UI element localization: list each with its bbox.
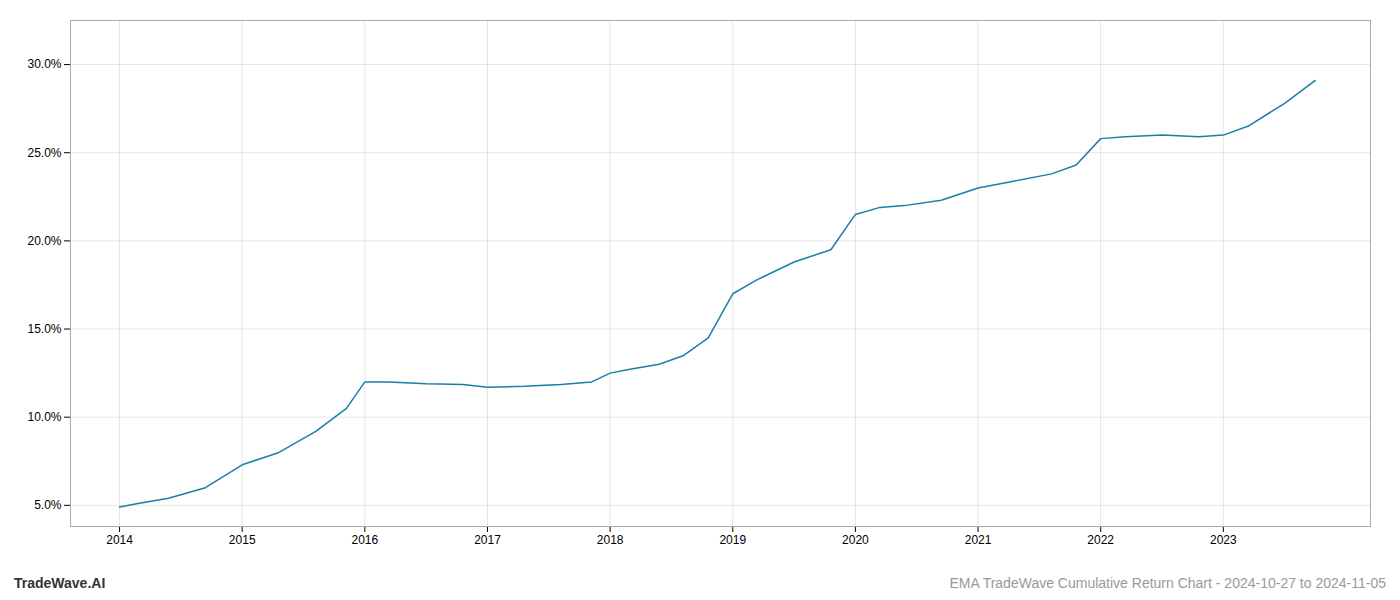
svg-text:2016: 2016 [351, 533, 378, 547]
svg-text:2018: 2018 [597, 533, 624, 547]
svg-text:5.0%: 5.0% [34, 498, 62, 512]
svg-text:2022: 2022 [1087, 533, 1114, 547]
svg-text:10.0%: 10.0% [27, 410, 61, 424]
svg-text:2014: 2014 [106, 533, 133, 547]
svg-text:2021: 2021 [965, 533, 992, 547]
svg-text:2020: 2020 [842, 533, 869, 547]
svg-text:2017: 2017 [474, 533, 501, 547]
svg-text:30.0%: 30.0% [27, 57, 61, 71]
svg-text:2015: 2015 [229, 533, 256, 547]
svg-text:2019: 2019 [719, 533, 746, 547]
html-text:EMA TradeWave Cumulative Retur: EMA TradeWave Cumulative Return Chart - … [949, 575, 1386, 591]
svg-text:25.0%: 25.0% [27, 146, 61, 160]
svg-text:2023: 2023 [1210, 533, 1237, 547]
html-text:TradeWave.AI: TradeWave.AI [14, 575, 106, 591]
svg-text:15.0%: 15.0% [27, 322, 61, 336]
svg-text:20.0%: 20.0% [27, 234, 61, 248]
